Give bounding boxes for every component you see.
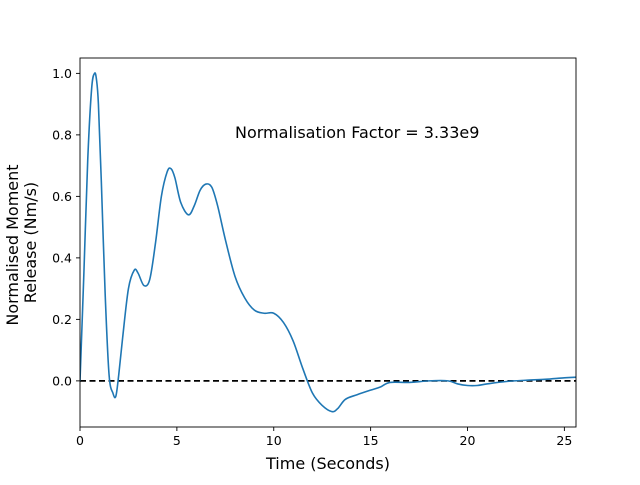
axes-layer: 0 5 10 15 20 25 0.0 0.2 0.4 0.6 0.8 1.0: [52, 57, 577, 448]
y-axis-label: Normalised Moment Release (Nm/s): [3, 159, 40, 325]
plot-layer: [80, 72, 576, 413]
y-axis-label-line-2: Release (Nm/s): [21, 182, 40, 303]
x-tick-label: 10: [266, 433, 282, 448]
x-tick-label: 15: [363, 433, 379, 448]
y-tick-label: 0.6: [52, 189, 72, 204]
x-tick-label: 25: [556, 433, 572, 448]
y-tick-label: 0.4: [52, 250, 72, 265]
axes-frame: [79, 57, 577, 428]
x-tick-label: 0: [76, 433, 84, 448]
moment-release-series-line: [80, 72, 576, 413]
x-tick-label: 5: [173, 433, 181, 448]
normalisation-factor-annotation: Normalisation Factor = 3.33e9: [235, 123, 479, 142]
x-axis-label: Time (Seconds): [265, 454, 390, 473]
y-axis-label-line-1: Normalised Moment: [3, 164, 22, 325]
y-tick-label: 0.2: [52, 312, 72, 327]
x-tick-label: 20: [460, 433, 476, 448]
y-tick-label: 1.0: [52, 66, 72, 81]
y-tick-label: 0.0: [52, 373, 72, 388]
y-tick-label: 0.8: [52, 127, 72, 142]
